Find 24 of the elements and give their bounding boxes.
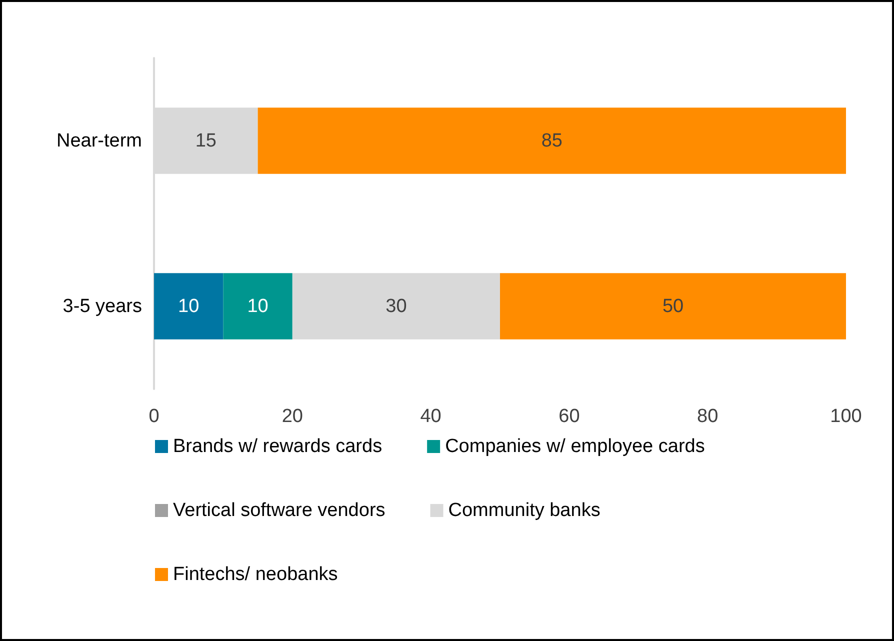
data-label: 10 <box>178 296 200 317</box>
data-label: 85 <box>541 130 562 152</box>
legend-label: Brands w/ rewards cards <box>173 436 382 457</box>
bar <box>258 108 846 174</box>
bar <box>500 273 846 340</box>
y-tick-label: Near-term <box>56 130 142 152</box>
x-tick-label: 20 <box>282 406 303 427</box>
x-tick-label: 0 <box>148 406 160 427</box>
data-label: 30 <box>386 296 407 317</box>
legend-label: Companies w/ employee cards <box>445 436 705 457</box>
x-tick-label: 60 <box>558 406 580 427</box>
bar <box>223 273 292 340</box>
x-tick-label: 100 <box>830 406 862 427</box>
legend-label: Community banks <box>448 500 600 521</box>
bar <box>292 273 500 340</box>
data-label: 10 <box>247 296 268 317</box>
data-label: 15 <box>195 130 216 152</box>
data-label: 50 <box>662 296 684 317</box>
legend-label: Fintechs/ neobanks <box>173 564 338 585</box>
bar <box>154 273 224 340</box>
legend-label: Vertical software vendors <box>173 500 386 521</box>
y-tick-label: 3-5 years <box>62 296 142 317</box>
x-tick-label: 80 <box>697 406 718 427</box>
x-tick-label: 40 <box>420 406 442 427</box>
